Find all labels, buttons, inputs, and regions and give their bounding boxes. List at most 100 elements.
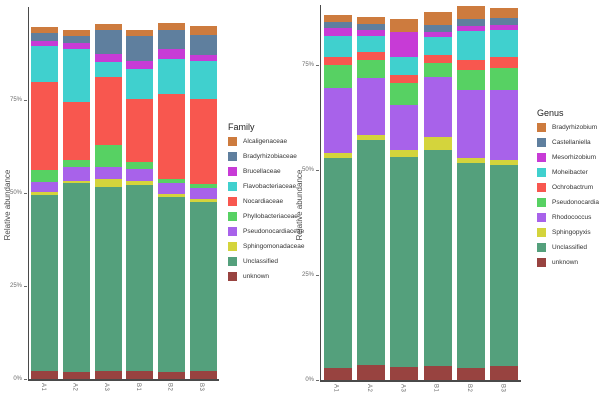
legend-label: Pseudonocardia [552, 199, 599, 206]
bar-segment-brucellaceae [31, 41, 59, 47]
legend-swatch-icon [537, 243, 546, 252]
legend-swatch-icon [537, 228, 546, 237]
legend-swatch-icon [537, 168, 546, 177]
bar-segment-moheibacter [490, 30, 519, 58]
x-tick-label-a3: A3 [103, 383, 110, 392]
bar-segment-brucellaceae [126, 60, 154, 69]
bar-segment-bradyrhizobiaceae [31, 33, 59, 42]
bar-segment-unknown [31, 370, 59, 379]
bar-segment-nocardiaceae [63, 102, 90, 161]
bar-segment-bradyrhizobium [390, 18, 419, 32]
bar-a2 [357, 16, 385, 380]
bar-segment-unclassified [357, 139, 385, 365]
bar-segment-moheibacter [457, 31, 485, 60]
bar-a3 [94, 24, 122, 379]
bar-segment-pseudonocardia [457, 69, 485, 90]
legend-item-mesorhizobium: Mesorhizobium [537, 153, 599, 162]
bar-a2 [63, 29, 90, 379]
legend-title-family: Family [228, 122, 255, 132]
legend-item-moheibacter: Moheibacter [537, 168, 599, 177]
bar-segment-rhodococcus [323, 87, 352, 153]
bar-segment-mesorhizobium [323, 27, 352, 37]
x-tick-label-b1: B1 [432, 384, 439, 393]
plot-panel-family [28, 7, 219, 381]
bar-segment-alcaligenaceae [94, 24, 122, 31]
legend-swatch-icon [228, 167, 237, 176]
bar-b2 [158, 22, 185, 379]
bar-segment-bradyrhizobiaceae [94, 30, 122, 55]
x-tick-label-b1: B1 [134, 383, 141, 392]
bar-segment-mesorhizobium [490, 25, 519, 31]
bar-segment-flavobacteriaceae [94, 62, 122, 78]
bar-segment-nocardiaceae [31, 82, 59, 170]
bar-segment-unknown [126, 370, 154, 379]
legend-swatch-icon [228, 182, 237, 191]
bar-segment-alcaligenaceae [189, 25, 217, 35]
legend-swatch-icon [228, 212, 237, 221]
legend-label: Phyllobacteriaceae [243, 213, 298, 220]
bar-segment-sphingomonadaceae [126, 181, 154, 186]
bar-segment-bradyrhizobium [457, 6, 485, 20]
bar-segment-unclassified [126, 185, 154, 371]
legend-item-sphingopyxis: Sphingopyxis [537, 228, 599, 237]
bar-b2 [457, 6, 485, 380]
family-legend: Family Alcaligenaceae Bradyrhizobiaceae Br… [228, 122, 304, 287]
x-tick-label-a2: A2 [366, 384, 372, 393]
bar-segment-pseudonocardiaceae [31, 181, 59, 192]
bar-segment-phyllobacteriaceae [63, 160, 90, 168]
bar-segment-castellaniella [457, 19, 485, 27]
bar-segment-sphingomonadaceae [189, 199, 217, 203]
legend-label: Brucellaceae [243, 168, 281, 175]
legend-label: Flavobacteriaceae [243, 183, 297, 190]
legend-swatch-icon [537, 123, 546, 132]
legend-swatch-icon [228, 137, 237, 146]
legend-label: Pseudonocardiaceae [243, 228, 305, 235]
x-tick-label-b2: B2 [166, 383, 173, 392]
bar-segment-unclassified [390, 157, 419, 367]
legend-item-bradyrhizobiaceae: Bradyrhizobiaceae [228, 152, 304, 161]
bar-segment-castellaniella [423, 25, 452, 33]
bar-segment-sphingomonadaceae [31, 191, 59, 195]
y-tick-mark [316, 380, 319, 381]
bar-segment-unclassified [457, 162, 485, 368]
bar-segment-unclassified [158, 197, 185, 372]
bar-segment-phyllobacteriaceae [31, 169, 59, 182]
legend-label: unknown [552, 259, 579, 266]
bar-segment-bradyrhizobiaceae [126, 36, 154, 61]
bar-segment-pseudonocardia [390, 83, 419, 106]
bar-segment-sphingopyxis [423, 137, 452, 151]
bar-segment-nocardiaceae [189, 98, 217, 185]
bar-segment-sphingopyxis [390, 149, 419, 157]
bar-segment-unknown [390, 367, 419, 380]
legend-label: Sphingopyxis [552, 229, 591, 236]
bar-segment-ochrobactrum [457, 59, 485, 70]
bar-segment-pseudonocardiaceae [158, 183, 185, 195]
legend-label: Moheibacter [552, 169, 588, 176]
bar-segment-flavobacteriaceae [126, 68, 154, 99]
bar-segment-mesorhizobium [390, 31, 419, 58]
x-tick-label-b3: B3 [198, 383, 205, 392]
bar-segment-castellaniella [357, 23, 385, 30]
bar-segment-flavobacteriaceae [158, 58, 185, 94]
legend-swatch-icon [537, 138, 546, 147]
legend-item-rhodococcus: Rhodococcus [537, 213, 599, 222]
legend-swatch-icon [537, 183, 546, 192]
bar-segment-sphingopyxis [457, 157, 485, 163]
y-tick-label-0: 0% [305, 377, 314, 383]
bar-a1 [31, 27, 59, 379]
x-tick-label-b3: B3 [499, 384, 506, 393]
bar-segment-nocardiaceae [126, 98, 154, 163]
bar-segment-unclassified [94, 187, 122, 371]
legend-title-genus: Genus [537, 108, 564, 118]
bar-segment-unclassified [323, 157, 352, 368]
y-tick-label-50: 50% [9, 190, 22, 196]
bar-segment-bradyrhizobiaceae [158, 29, 185, 49]
legend-swatch-icon [228, 242, 237, 251]
bar-segment-rhodococcus [457, 89, 485, 158]
bar-b3 [189, 25, 217, 379]
bar-segment-phyllobacteriaceae [158, 179, 185, 184]
bar-segment-rhodococcus [423, 77, 452, 138]
legend-label: Castellaniella [552, 139, 591, 146]
y-tick-mark [24, 100, 27, 101]
